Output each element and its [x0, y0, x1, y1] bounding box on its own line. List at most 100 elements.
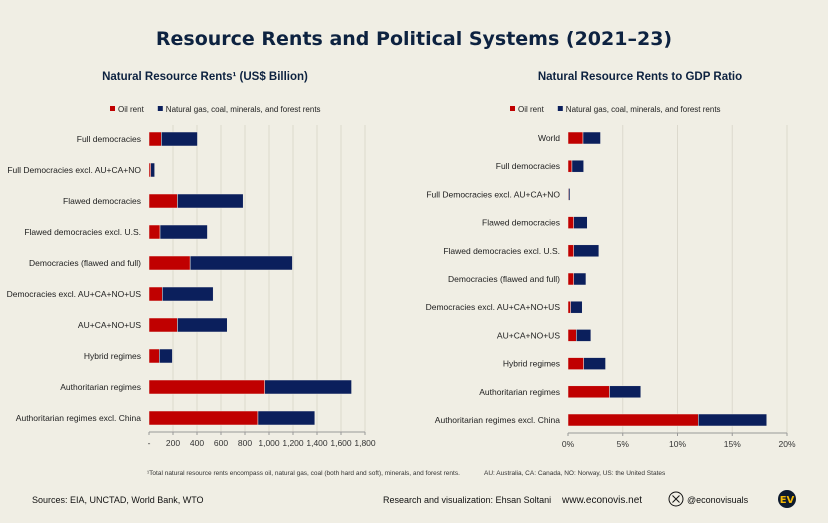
x-tick-label: 400 [190, 438, 204, 448]
bar-other-rents [189, 255, 293, 271]
category-label: Hybrid regimes [84, 351, 141, 361]
category-label: Flawed democracies excl. U.S. [443, 246, 560, 256]
chart-title: Natural Resource Rents to GDP Ratio [538, 71, 742, 83]
bar-other-rents [698, 413, 767, 427]
x-tick-label: 1,000 [258, 438, 280, 448]
legend-label: Natural gas, coal, minerals, and forest … [566, 105, 721, 114]
category-label: Authoritarian regimes excl. China [16, 413, 141, 423]
bar-oil-rent [148, 317, 178, 333]
bar-oil-rent [567, 329, 577, 342]
category-label: Full democracies [77, 134, 141, 144]
x-tick-label: 20% [778, 439, 795, 449]
svg-text:EV: EV [780, 495, 795, 506]
footnote: ¹Total natural resource rents encompass … [147, 470, 460, 477]
chart-title: Natural Resource Rents¹ (US$ Billion) [102, 71, 308, 83]
legend-label: Oil rent [118, 105, 145, 114]
x-tick-label: 15% [724, 439, 741, 449]
bar-oil-rent [148, 348, 160, 364]
category-label: Authoritarian regimes [479, 387, 560, 397]
bar-oil-rent [148, 286, 163, 302]
bar-other-rents [162, 286, 214, 302]
legend-swatch [157, 106, 163, 111]
bar-oil-rent [148, 193, 178, 209]
category-label: Authoritarian regimes excl. China [435, 415, 560, 425]
website-link[interactable]: www.econovis.net [561, 495, 642, 506]
bar-other-rents [177, 317, 228, 333]
abbreviations-note: AU: Australia, CA: Canada, NO: Norway, U… [484, 470, 666, 477]
bar-oil-rent [567, 244, 574, 258]
bar-other-rents [570, 300, 583, 314]
category-label: AU+CA+NO+US [497, 330, 560, 340]
legend-swatch [110, 106, 115, 111]
category-label: Hybrid regimes [503, 359, 560, 369]
sources: Sources: EIA, UNCTAD, World Bank, WTO [32, 495, 204, 505]
category-label: Democracies (flawed and full) [29, 258, 141, 268]
bar-other-rents [177, 193, 244, 209]
bar-oil-rent [567, 385, 610, 399]
category-label: Democracies excl. AU+CA+NO+US [426, 302, 561, 312]
ev-logo: EV [778, 490, 796, 508]
bar-oil-rent [148, 131, 162, 147]
category-label: Authoritarian regimes [60, 382, 141, 392]
x-tick-label: 800 [238, 438, 252, 448]
category-label: Flawed democracies [63, 196, 141, 206]
bar-other-rents [159, 224, 208, 240]
bar-oil-rent [567, 413, 699, 427]
bar-other-rents [161, 131, 198, 147]
category-label: AU+CA+NO+US [78, 320, 141, 330]
bar-other-rents [609, 385, 642, 399]
category-label: Democracies (flawed and full) [448, 274, 560, 284]
bar-other-rents [582, 131, 601, 145]
bar-other-rents [573, 216, 588, 229]
bar-oil-rent [148, 162, 151, 178]
bar-oil-rent [567, 300, 571, 314]
category-label: Full democracies [496, 161, 560, 171]
bar-oil-rent [148, 224, 161, 240]
bar-other-rents [159, 348, 173, 364]
x-logo-icon [668, 491, 684, 507]
bar-oil-rent [567, 131, 584, 145]
x-tick-label: 200 [166, 438, 180, 448]
legend-swatch [557, 106, 563, 111]
x-tick-label: 1,800 [354, 438, 376, 448]
bar-other-rents [264, 379, 352, 395]
bar-other-rents [573, 244, 600, 258]
bar-other-rents [150, 162, 155, 178]
x-tick-label: 5% [617, 439, 630, 449]
category-label: Flawed democracies [482, 218, 560, 228]
bar-oil-rent [567, 216, 574, 229]
bar-other-rents [573, 272, 587, 286]
bar-other-rents [568, 188, 571, 201]
bar-oil-rent [567, 272, 574, 286]
x-tick-label: 1,200 [282, 438, 304, 448]
bar-other-rents [571, 159, 584, 173]
x-tick-label: 600 [214, 438, 228, 448]
bar-oil-rent [148, 255, 191, 271]
x-tick-label: 0% [562, 439, 575, 449]
bar-other-rents [583, 357, 606, 370]
bar-other-rents [576, 329, 592, 342]
category-label: Democracies excl. AU+CA+NO+US [7, 289, 142, 299]
rents-gdp-chart: Natural Resource Rents to GDP Ratio Oil r… [426, 71, 796, 449]
legend-label: Oil rent [518, 105, 545, 114]
page-title: Resource Rents and Political Systems (20… [156, 28, 672, 50]
credit: Research and visualization: Ehsan Soltan… [383, 495, 551, 505]
x-tick-label: 1,400 [306, 438, 328, 448]
x-tick-label: 10% [669, 439, 686, 449]
legend-label: Natural gas, coal, minerals, and forest … [166, 105, 321, 114]
category-label: Full Democracies excl. AU+CA+NO [7, 165, 141, 175]
x-tick-label: 1,600 [330, 438, 352, 448]
category-label: World [538, 133, 560, 143]
bar-oil-rent [148, 379, 265, 395]
bar-other-rents [257, 410, 316, 426]
bar-oil-rent [148, 410, 259, 426]
category-label: Flawed democracies excl. U.S. [24, 227, 141, 237]
bar-oil-rent [567, 357, 584, 370]
category-label: Full Democracies excl. AU+CA+NO [426, 189, 560, 199]
legend-swatch [510, 106, 515, 111]
social-handle[interactable]: @econovisuals [687, 495, 749, 505]
rents-chart: Natural Resource Rents¹ (US$ Billion) Oil… [7, 71, 376, 448]
x-tick-label: - [148, 438, 151, 448]
bar-oil-rent [567, 159, 573, 173]
